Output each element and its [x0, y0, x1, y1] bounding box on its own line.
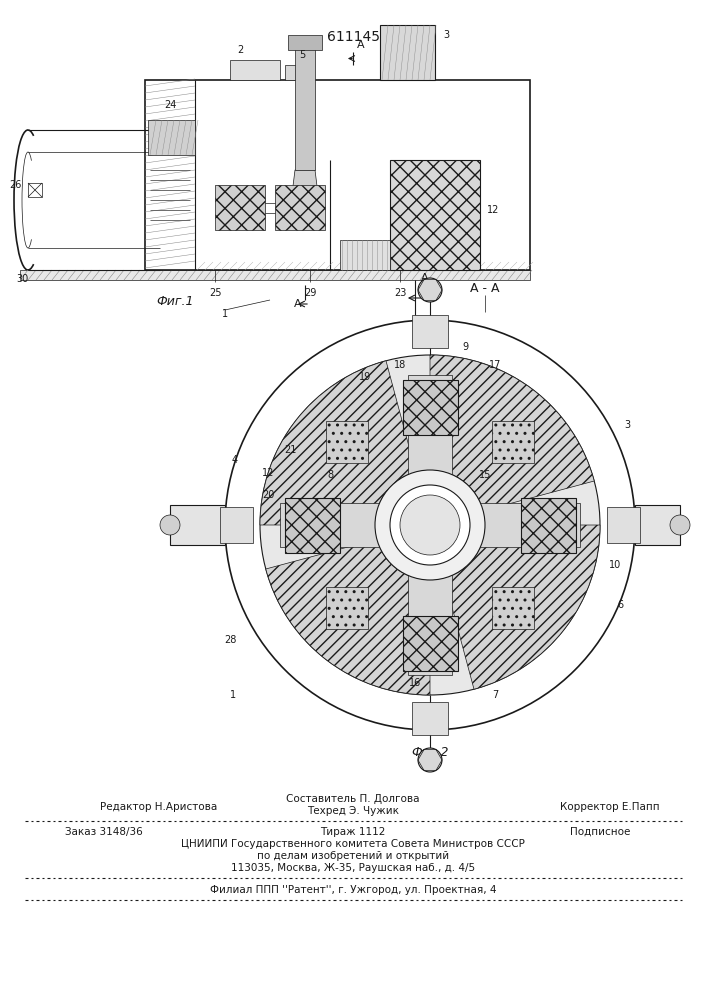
Text: 17: 17 [489, 360, 501, 370]
Text: 6: 6 [617, 600, 623, 610]
Text: 113035, Москва, Ж-35, Раушская наб., д. 4/5: 113035, Москва, Ж-35, Раушская наб., д. … [231, 863, 475, 873]
Text: 7: 7 [492, 690, 498, 700]
Polygon shape [280, 503, 408, 547]
Polygon shape [285, 65, 310, 80]
Text: A - A: A - A [470, 282, 500, 294]
Polygon shape [148, 120, 195, 155]
Text: Редактор Н.Аристова: Редактор Н.Аристова [100, 802, 217, 812]
Text: 24: 24 [164, 100, 176, 110]
Text: 26: 26 [8, 180, 21, 190]
Polygon shape [230, 60, 280, 80]
Text: по делам изобретений и открытий: по делам изобретений и открытий [257, 851, 449, 861]
Text: Подписное: Подписное [570, 827, 630, 837]
Text: 16: 16 [409, 678, 421, 688]
Text: Техред Э. Чужик: Техред Э. Чужик [307, 806, 399, 816]
Text: 1: 1 [230, 690, 236, 700]
Text: 28: 28 [621, 510, 633, 520]
Polygon shape [402, 379, 457, 434]
Polygon shape [408, 547, 452, 675]
Polygon shape [170, 505, 225, 545]
Circle shape [400, 495, 460, 555]
Text: 14: 14 [454, 512, 466, 522]
Text: 23: 23 [394, 288, 407, 298]
Wedge shape [444, 525, 600, 689]
Text: 22: 22 [432, 525, 444, 535]
Wedge shape [266, 539, 430, 695]
Text: 3: 3 [443, 30, 449, 40]
Polygon shape [295, 45, 315, 170]
Text: 27: 27 [239, 512, 251, 522]
Polygon shape [380, 25, 435, 80]
Polygon shape [493, 587, 534, 629]
Polygon shape [412, 702, 448, 735]
Polygon shape [215, 185, 265, 230]
Circle shape [375, 470, 485, 580]
Text: 10: 10 [609, 560, 621, 570]
Polygon shape [288, 35, 322, 50]
Polygon shape [452, 503, 580, 547]
Polygon shape [290, 170, 320, 210]
Text: Составитель П. Долгова: Составитель П. Долгова [286, 794, 420, 804]
Text: 29: 29 [304, 288, 316, 298]
Text: Фиг.1: Фиг.1 [156, 295, 194, 308]
Text: 5: 5 [299, 50, 305, 60]
Circle shape [260, 355, 600, 695]
Text: A: A [294, 299, 302, 309]
Text: Корректор Е.Папп: Корректор Е.Папп [560, 802, 660, 812]
Circle shape [670, 515, 690, 535]
Wedge shape [430, 355, 594, 511]
Polygon shape [325, 587, 368, 629]
Polygon shape [325, 421, 368, 463]
Text: 8: 8 [327, 470, 333, 480]
Text: 5: 5 [412, 328, 418, 338]
Text: 611145: 611145 [327, 30, 380, 44]
Text: Филиал ППП ''Pатент'', г. Ужгород, ул. Проектная, 4: Филиал ППП ''Pатент'', г. Ужгород, ул. П… [210, 885, 496, 895]
Text: ЦНИИПИ Государственного комитета Совета Министров СССР: ЦНИИПИ Государственного комитета Совета … [181, 839, 525, 849]
Text: 21: 21 [284, 445, 296, 455]
Text: 28: 28 [224, 635, 236, 645]
Polygon shape [402, 615, 457, 670]
Text: A: A [357, 40, 365, 50]
Polygon shape [220, 507, 253, 543]
Polygon shape [390, 160, 480, 270]
Polygon shape [493, 421, 534, 463]
Text: 12: 12 [487, 205, 499, 215]
Text: Тираж 1112: Тираж 1112 [320, 827, 386, 837]
Text: Фиг.2: Фиг.2 [411, 746, 449, 758]
Text: 13: 13 [334, 600, 346, 610]
Text: 15: 15 [479, 470, 491, 480]
Circle shape [418, 278, 442, 302]
Polygon shape [340, 240, 390, 270]
Text: 25: 25 [209, 288, 221, 298]
Text: 9: 9 [462, 342, 468, 352]
Polygon shape [412, 315, 448, 348]
Circle shape [418, 748, 442, 772]
Wedge shape [260, 361, 416, 525]
Text: 19: 19 [359, 372, 371, 382]
Text: 1: 1 [222, 309, 228, 319]
Text: A: A [421, 273, 429, 283]
Polygon shape [408, 375, 452, 503]
Text: 3: 3 [624, 420, 630, 430]
Polygon shape [520, 497, 575, 552]
Polygon shape [275, 185, 325, 230]
Polygon shape [635, 505, 680, 545]
Text: 23: 23 [432, 542, 444, 552]
Circle shape [160, 515, 180, 535]
Circle shape [390, 485, 470, 565]
Text: 18: 18 [394, 360, 406, 370]
Text: 20: 20 [262, 490, 274, 500]
Text: 2: 2 [237, 45, 243, 55]
Polygon shape [20, 270, 530, 280]
Polygon shape [28, 183, 42, 197]
Text: Заказ 3148/36: Заказ 3148/36 [65, 827, 143, 837]
Text: 12: 12 [262, 468, 274, 478]
Polygon shape [607, 507, 640, 543]
Text: 11: 11 [519, 605, 531, 615]
Text: 4: 4 [232, 455, 238, 465]
Text: 30: 30 [16, 274, 28, 284]
Polygon shape [284, 497, 339, 552]
